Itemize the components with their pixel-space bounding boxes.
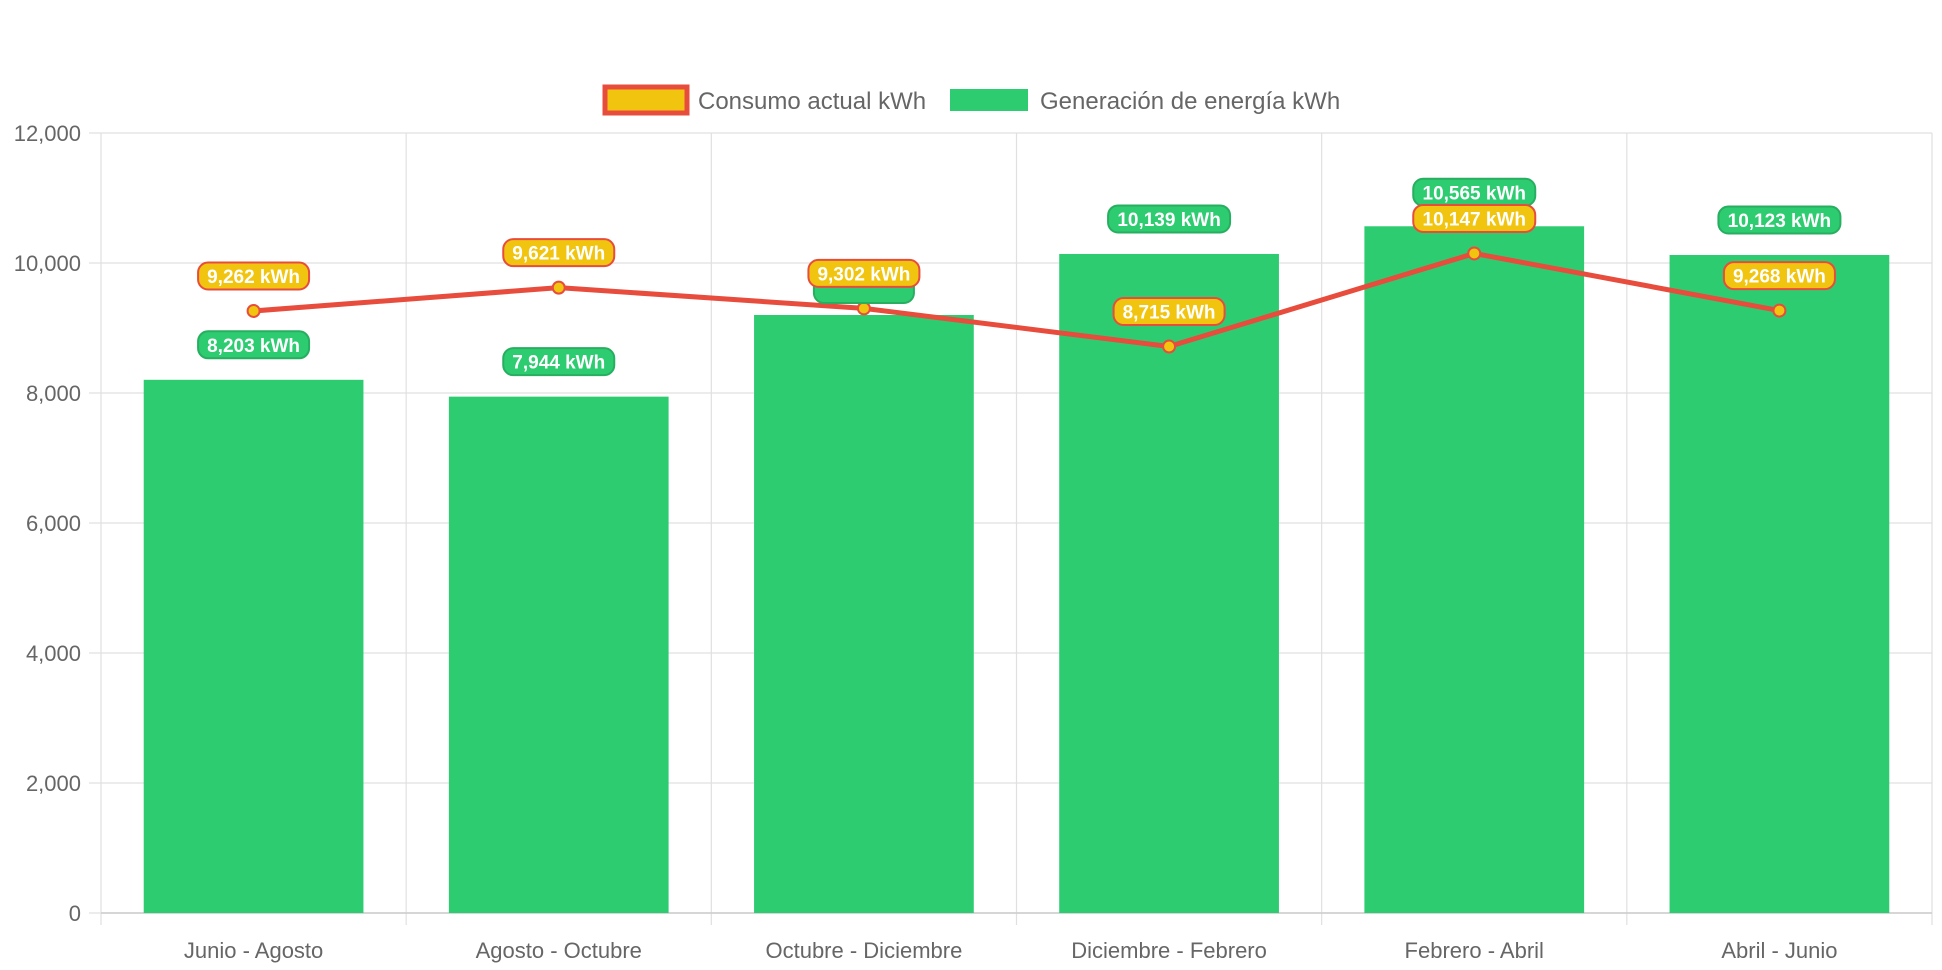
consumption-data-label: 9,262 kWh	[197, 261, 311, 291]
consumption-point[interactable]	[1162, 339, 1177, 354]
x-axis: Junio - Agosto Agosto - Octubre Octubre - …	[184, 938, 1838, 963]
consumption-point[interactable]	[551, 280, 566, 295]
consumption-point[interactable]	[246, 303, 261, 318]
legend-item-consumption[interactable]: Consumo actual kWh	[602, 84, 926, 116]
generation-bar[interactable]	[448, 396, 669, 913]
x-tick-label: Octubre - Diciembre	[765, 938, 962, 963]
generation-bar[interactable]	[143, 379, 364, 913]
data-label-box	[1112, 297, 1226, 327]
data-label-text: 10,147 kWh	[1423, 209, 1527, 230]
data-label-text: 10,123 kWh	[1728, 211, 1832, 232]
data-label-text: 8,715 kWh	[1123, 303, 1216, 324]
legend: Consumo actual kWh Generación de energía…	[602, 84, 1340, 116]
data-label-text: 9,262 kWh	[207, 267, 300, 288]
data-label-text: 10,139 kWh	[1117, 210, 1221, 231]
y-tick-label: 2,000	[26, 771, 81, 796]
consumption-data-label: 9,621 kWh	[502, 238, 616, 268]
consumption-point[interactable]	[1772, 303, 1787, 318]
data-label-box	[1412, 203, 1537, 233]
legend-label-generation: Generación de energía kWh	[1040, 88, 1340, 115]
data-label-box	[502, 238, 616, 268]
generation-bar[interactable]	[1059, 253, 1279, 914]
grid	[100, 132, 1933, 925]
data-label-box	[502, 347, 616, 377]
generation-data-label: 10,139 kWh	[1107, 204, 1232, 234]
y-tick-label: 8,000	[26, 381, 81, 406]
y-tick-label: 6,000	[26, 511, 81, 536]
generation-bar[interactable]	[754, 315, 974, 913]
consumption-data-label: 9,302 kWh	[807, 258, 921, 288]
generation-data-label: 10,565 kWh	[1412, 177, 1537, 207]
data-label-box	[1722, 261, 1836, 291]
consumption-data-labels: 9,262 kWh 9,621 kWh 9,302 kWh 8,715 kWh 10,1…	[197, 203, 1836, 327]
generation-data-label: 8,203 kWh	[197, 330, 311, 360]
data-label-box	[1717, 205, 1842, 235]
x-tick-label: Febrero - Abril	[1405, 938, 1544, 963]
consumption-point[interactable]	[856, 301, 871, 316]
data-label-text: 9,302 kWh	[817, 264, 910, 285]
consumption-line	[253, 250, 1780, 350]
y-tick-label: 0	[69, 901, 81, 926]
data-label-box	[197, 261, 311, 291]
legend-label-consumption: Consumo actual kWh	[698, 88, 926, 115]
generation-bars	[143, 226, 1890, 914]
legend-item-generation[interactable]: Generación de energía kWh	[950, 88, 1340, 115]
generation-bar[interactable]	[1669, 255, 1890, 913]
generation-data-label: 10,123 kWh	[1717, 205, 1842, 235]
x-tick-label: Junio - Agosto	[184, 938, 323, 963]
data-label-text: 7,944 kWh	[512, 353, 605, 374]
x-tick-label: Abril - Junio	[1721, 938, 1837, 963]
legend-swatch-consumption	[602, 84, 690, 116]
generation-data-label: 7,944 kWh	[502, 347, 616, 377]
data-label-text: 9,268 kWh	[1733, 267, 1826, 288]
data-label-box	[807, 258, 921, 288]
data-label-text: 10,565 kWh	[1423, 183, 1527, 204]
x-tick-label: Diciembre - Febrero	[1071, 938, 1267, 963]
data-label-text: 8,203 kWh	[207, 336, 300, 357]
x-tick-label: Agosto - Octubre	[476, 938, 642, 963]
consumption-data-label: 8,715 kWh	[1112, 297, 1226, 327]
consumption-line-series	[246, 246, 1787, 354]
data-label-box	[197, 330, 311, 360]
data-label-box	[1107, 204, 1232, 234]
consumption-point[interactable]	[1467, 246, 1482, 261]
generation-bar[interactable]	[1364, 226, 1585, 913]
generation-data-labels: 8,203 kWh 7,944 kWh 10,139 kWh 10,565 kWh 10…	[197, 177, 1842, 377]
y-tick-label: 10,000	[14, 251, 81, 276]
y-axis: 0 2,000 4,000 6,000 8,000 10,000 12,000	[14, 121, 101, 926]
y-tick-label: 12,000	[14, 121, 81, 146]
legend-swatch-generation	[950, 89, 1028, 111]
consumption-data-label: 10,147 kWh	[1412, 203, 1537, 233]
y-tick-label: 4,000	[26, 641, 81, 666]
data-label-text: 9,621 kWh	[512, 244, 605, 265]
consumption-data-label: 9,268 kWh	[1722, 261, 1836, 291]
